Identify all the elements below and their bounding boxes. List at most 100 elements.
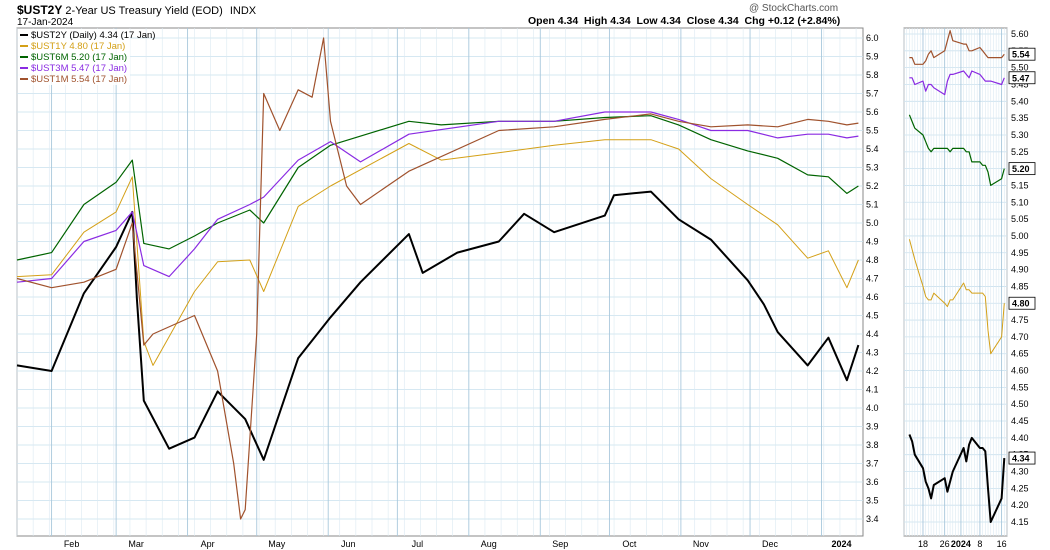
- y-tick-label: 4.9: [866, 237, 879, 247]
- y-tick-label: 3.9: [866, 422, 879, 432]
- y-tick-label: 4.75: [1011, 315, 1029, 325]
- x-tick-label: Jul: [412, 539, 424, 549]
- y-tick-label: 5.15: [1011, 180, 1029, 190]
- y-tick-label: 4.95: [1011, 248, 1029, 258]
- y-tick-label: 4.60: [1011, 366, 1029, 376]
- last-value-box: [1008, 296, 1036, 310]
- y-tick-label: 5.60: [1011, 29, 1029, 39]
- legend-background: [18, 29, 130, 85]
- y-tick-label: 5.00: [1011, 231, 1029, 241]
- plot-frame: [16, 27, 864, 537]
- last-value-box: [1008, 162, 1036, 176]
- y-tick-label: 5.2: [866, 181, 879, 191]
- last-value-label: 4.34: [1012, 454, 1030, 464]
- y-tick-label: 4.25: [1011, 483, 1029, 493]
- y-tick-label: 4.5: [866, 311, 879, 321]
- x-tick-label: 16: [997, 539, 1007, 549]
- series-line-3: [909, 70, 1005, 96]
- y-tick-label: 3.7: [866, 459, 879, 469]
- x-tick-label: Oct: [622, 539, 637, 549]
- y-tick-label: 5.4: [866, 144, 879, 154]
- series-line-3: [16, 111, 859, 283]
- last-value-box: [1008, 71, 1036, 85]
- x-tick-label: 18: [918, 539, 928, 549]
- series-line-4: [16, 37, 859, 520]
- y-tick-label: 5.45: [1011, 79, 1029, 89]
- x-tick-label: Apr: [201, 539, 215, 549]
- y-tick-label: 4.2: [866, 366, 879, 376]
- chart-panel-zoom: 4.154.204.254.304.354.404.454.504.554.60…: [903, 27, 1036, 549]
- y-tick-label: 3.6: [866, 477, 879, 487]
- y-tick-label: 3.4: [866, 514, 879, 524]
- exchange-label: INDX: [229, 5, 257, 17]
- y-tick-label: 4.30: [1011, 467, 1029, 477]
- y-tick-label: 5.05: [1011, 214, 1029, 224]
- series-line-0: [16, 190, 860, 461]
- x-tick-label: Aug: [481, 539, 497, 549]
- last-value-label: 4.80: [1012, 299, 1030, 309]
- y-tick-label: 5.6: [866, 107, 879, 117]
- legend-entry: $UST1Y 4.80 (17 Jan): [31, 41, 125, 52]
- x-tick-label: Feb: [64, 539, 80, 549]
- y-tick-label: 4.90: [1011, 265, 1029, 275]
- x-tick-label: Sep: [552, 539, 568, 549]
- x-tick-label: Mar: [128, 539, 144, 549]
- y-tick-label: 4.70: [1011, 332, 1029, 342]
- y-tick-label: 5.5: [866, 126, 879, 136]
- y-tick-label: 4.55: [1011, 382, 1029, 392]
- last-value-box: [1008, 47, 1036, 61]
- y-tick-label: 4.50: [1011, 399, 1029, 409]
- legend-entry: $UST1M 5.54 (17 Jan): [31, 74, 127, 85]
- x-tick-label: 26: [940, 539, 950, 549]
- legend-entry: $UST2Y (Daily) 4.34 (17 Jan): [31, 30, 155, 41]
- series-line-2: [16, 115, 859, 261]
- chart-panel-main: 3.4 3.5 3.6 3.7 3.8 3.9 4.0 4.1 4.2 4.3 4.4 4.5 4.6 4…: [16, 27, 879, 549]
- x-tick-label: 2024: [951, 539, 971, 549]
- y-tick-label: 4.20: [1011, 500, 1029, 510]
- y-tick-label: 4.15: [1011, 517, 1029, 527]
- y-tick-label: 5.8: [866, 70, 879, 80]
- y-tick-label: 4.4: [866, 329, 879, 339]
- series-line-0: [908, 434, 1006, 523]
- y-tick-label: 5.10: [1011, 197, 1029, 207]
- y-tick-label: 4.45: [1011, 416, 1029, 426]
- x-tick-label: May: [268, 539, 286, 549]
- y-tick-label: 4.8: [866, 255, 879, 265]
- series-line-4: [909, 30, 1005, 65]
- legend-entry: $UST3M 5.47 (17 Jan): [31, 63, 127, 74]
- y-tick-label: 5.50: [1011, 63, 1029, 73]
- x-tick-label: 8: [977, 539, 982, 549]
- y-tick-label: 4.1: [866, 385, 879, 395]
- series-line-2: [908, 114, 1005, 186]
- x-tick-label: 2024: [831, 539, 851, 549]
- symbol-label: $UST2Y: [17, 3, 63, 17]
- y-tick-label: 4.85: [1011, 281, 1029, 291]
- y-tick-label: 3.8: [866, 440, 879, 450]
- y-tick-label: 5.25: [1011, 147, 1029, 157]
- y-tick-label: 5.7: [866, 89, 879, 99]
- last-value-label: 5.20: [1012, 164, 1030, 174]
- x-tick-label: Nov: [693, 539, 710, 549]
- x-tick-label: Jun: [341, 539, 356, 549]
- y-tick-label: 3.5: [866, 496, 879, 506]
- y-tick-label: 5.0: [866, 218, 879, 228]
- watermark: @ StockCharts.com: [749, 3, 839, 14]
- y-tick-label: 4.65: [1011, 349, 1029, 359]
- y-tick-label: 5.1: [866, 200, 879, 210]
- y-tick-label: 5.9: [866, 52, 879, 62]
- y-tick-label: 4.40: [1011, 433, 1029, 443]
- series-line-1: [908, 239, 1005, 355]
- legend: $UST2Y (Daily) 4.34 (17 Jan)$UST1Y 4.80 …: [18, 29, 155, 85]
- legend-entry: $UST6M 5.20 (17 Jan): [31, 52, 127, 63]
- y-tick-label: 5.30: [1011, 130, 1029, 140]
- y-tick-label: 5.40: [1011, 96, 1029, 106]
- y-tick-label: 5.3: [866, 163, 879, 173]
- last-value-label: 5.54: [1012, 50, 1030, 60]
- y-tick-label: 4.0: [866, 403, 879, 413]
- y-tick-label: 4.3: [866, 348, 879, 358]
- y-tick-label: 4.6: [866, 292, 879, 302]
- last-value-label: 5.47: [1012, 73, 1030, 83]
- ohlc-readout: Open 4.34 High 4.34 Low 4.34 Close 4.34 …: [528, 15, 841, 27]
- symbol-name: 2-Year US Treasury Yield (EOD): [65, 5, 223, 17]
